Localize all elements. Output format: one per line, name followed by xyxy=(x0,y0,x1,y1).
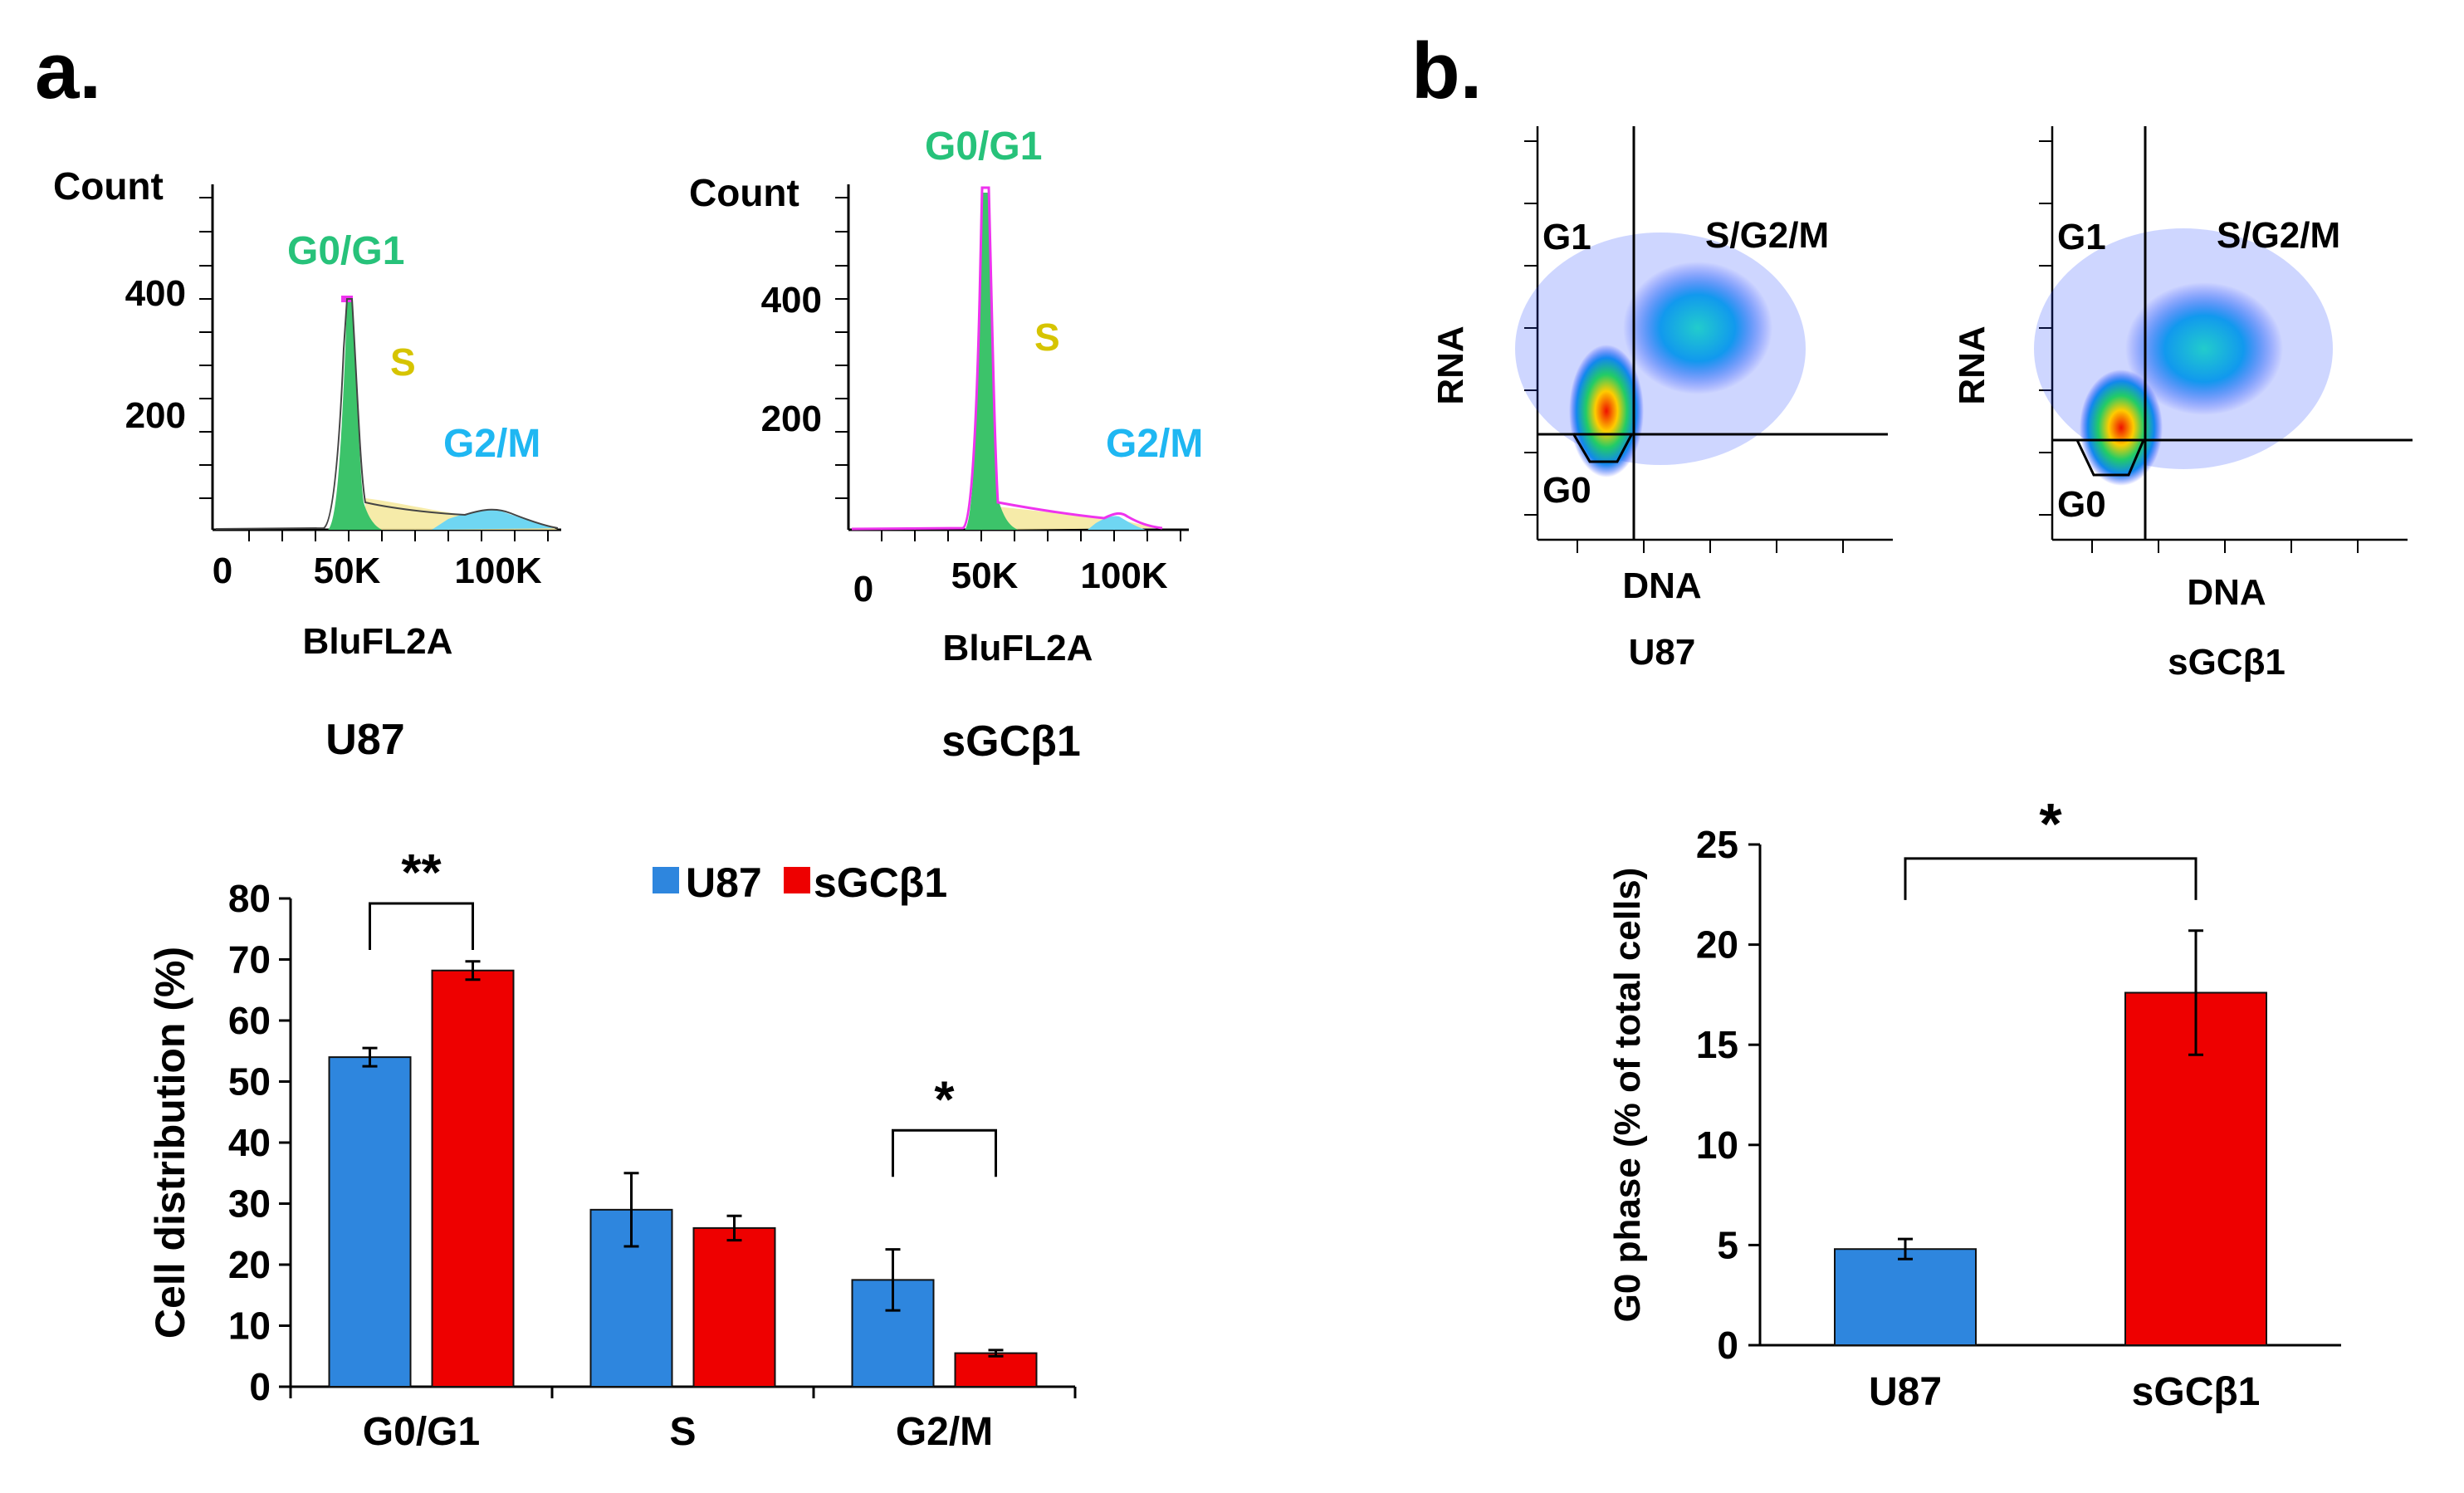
histogram-y-tick-200: 200 xyxy=(761,399,822,439)
y-axis-label: G0 phase (% of total cells) xyxy=(1607,868,1648,1323)
x-tick-label: G2/M xyxy=(896,1410,993,1454)
scatter-sgcb1: G1 S/G2/M G0 RNA DNA sGCβ1 xyxy=(1952,126,2413,683)
scatter-g0-gate xyxy=(1572,433,1634,463)
bar-chart-cell-distribution: U87 sGCβ1 0 10 20 30 40 50 60 70 80 G0/G1 S G2/M Cel… xyxy=(147,844,1077,1454)
y-tick-label: 15 xyxy=(1696,1023,1738,1066)
scatter-density-s xyxy=(1623,262,1772,394)
histogram-x-tick-50k: 50K xyxy=(951,556,1019,596)
y-axis-label: Cell distribution (%) xyxy=(147,947,193,1339)
y-tick-label: 40 xyxy=(228,1121,271,1164)
histogram-y-tick-200: 200 xyxy=(125,395,186,436)
bar-sGCβ1-G0/G1 xyxy=(431,969,515,1388)
legend-u87-label: U87 xyxy=(686,859,762,906)
bar-chart-g0-phase: 0 5 10 15 20 25 G0 phase (% of total cells) U87… xyxy=(1607,791,2341,1414)
scatter-xlabel: DNA xyxy=(2187,572,2266,613)
histogram-x-tick-50k: 50K xyxy=(314,551,381,591)
histogram-label-g2m: G2/M xyxy=(1106,422,1203,466)
y-tick-label: 50 xyxy=(228,1060,271,1104)
y-tick-label: 5 xyxy=(1717,1223,1738,1266)
histogram-y-title: Count xyxy=(53,164,164,208)
histogram-g2m-fill xyxy=(432,509,558,530)
y-tick-label: 10 xyxy=(228,1305,271,1348)
bar-sGCβ1-G2/M xyxy=(954,1352,1038,1388)
y-tick-label: 30 xyxy=(228,1182,271,1226)
scatter-label-g0: G0 xyxy=(2057,484,2106,525)
histogram-y-tick-400: 400 xyxy=(761,280,822,321)
significance-bracket xyxy=(369,902,474,950)
legend-sgcb1-swatch xyxy=(784,867,810,893)
y-tick-label: 0 xyxy=(249,1365,271,1408)
scatter-u87: G1 S/G2/M G0 RNA DNA U87 xyxy=(1430,126,1893,673)
scatter-ylabel: RNA xyxy=(1952,326,1992,404)
histogram-label-s: S xyxy=(1034,316,1060,359)
histogram-sample-label: U87 xyxy=(325,716,404,764)
significance-bracket xyxy=(1904,857,2198,900)
histogram-y-minor-ticks xyxy=(199,197,213,499)
x-tick-label: S xyxy=(669,1410,696,1454)
histogram-y-tick-400: 400 xyxy=(125,273,186,314)
histogram-x-minor-ticks xyxy=(881,530,1181,541)
histogram-x-tick-0: 0 xyxy=(213,551,232,591)
scatter-x-ticks xyxy=(1577,540,1844,553)
scatter-label-sg2m: S/G2/M xyxy=(2217,215,2340,256)
scatter-y-ticks xyxy=(2039,140,2052,516)
scatter-y-ticks xyxy=(1524,140,1538,516)
legend-u87-swatch xyxy=(653,867,679,893)
histogram-y-minor-ticks xyxy=(835,197,848,499)
histogram-sgcb1: Count 400 200 G0/G1 S G2/M 0 50K 100K Bl… xyxy=(689,125,1203,766)
scatter-sample-label: U87 xyxy=(1629,632,1696,673)
y-tick-label: 80 xyxy=(228,877,271,920)
x-tick-label: sGCβ1 xyxy=(2132,1370,2261,1414)
histogram-y-title: Count xyxy=(689,171,799,214)
scatter-label-g0: G0 xyxy=(1542,470,1591,511)
significance-bracket xyxy=(892,1128,997,1177)
histogram-x-tick-0: 0 xyxy=(853,569,873,609)
y-tick-label: 70 xyxy=(228,938,271,981)
scatter-label-g1: G1 xyxy=(1542,217,1591,257)
y-tick-label: 10 xyxy=(1696,1123,1738,1167)
x-tick-label: G0/G1 xyxy=(363,1410,480,1454)
scatter-g0-gate xyxy=(2075,439,2145,477)
histogram-x-tick-100k: 100K xyxy=(454,551,541,591)
histogram-sample-label: sGCβ1 xyxy=(941,717,1081,766)
scatter-label-g1: G1 xyxy=(2057,217,2106,257)
scatter-density-s xyxy=(2125,282,2283,415)
significance-marker: ** xyxy=(401,844,442,902)
legend-sgcb1-label: sGCβ1 xyxy=(814,859,947,906)
scatter-xlabel: DNA xyxy=(1622,565,1701,606)
y-tick-label: 0 xyxy=(1717,1324,1738,1367)
scatter-sample-label: sGCβ1 xyxy=(2168,642,2286,683)
scatter-x-ticks xyxy=(2091,540,2359,553)
panel-b-label: b. xyxy=(1411,27,1482,115)
y-tick-label: 60 xyxy=(228,999,271,1042)
bar-sGCβ1-S xyxy=(692,1226,776,1388)
significance-marker: * xyxy=(2039,791,2062,856)
scatter-density-g1 xyxy=(2080,370,2163,486)
x-tick-label: U87 xyxy=(1869,1370,1942,1414)
histogram-label-g0g1: G0/G1 xyxy=(925,125,1042,169)
histogram-u87: Count 400 200 G0/G1 S G2/M 0 50K 100K xyxy=(53,164,561,764)
histogram-label-s: S xyxy=(390,340,416,384)
histogram-label-g0g1: G0/G1 xyxy=(287,229,404,273)
panel-a-label: a. xyxy=(35,27,101,115)
histogram-x-tick-100k: 100K xyxy=(1080,556,1167,596)
y-tick-label: 20 xyxy=(228,1243,271,1286)
histogram-outline xyxy=(851,186,1163,531)
histogram-g0g1-fill xyxy=(328,301,382,530)
bar-U87 xyxy=(1834,1248,1977,1346)
scatter-ylabel: RNA xyxy=(1430,326,1471,404)
scatter-label-sg2m: S/G2/M xyxy=(1705,215,1829,256)
histogram-label-g2m: G2/M xyxy=(443,422,540,466)
histogram-outline xyxy=(215,298,559,530)
histogram-g0g1-fill xyxy=(965,193,1018,530)
histogram-xlabel: BluFL2A xyxy=(943,628,1093,668)
y-tick-label: 25 xyxy=(1696,823,1738,866)
y-tick-label: 20 xyxy=(1696,923,1738,967)
significance-marker: * xyxy=(934,1071,955,1128)
bar-U87-G0/G1 xyxy=(328,1056,412,1388)
histogram-x-minor-ticks xyxy=(248,530,549,541)
histogram-g2m-fill xyxy=(1088,516,1146,530)
histogram-xlabel: BluFL2A xyxy=(303,621,453,662)
